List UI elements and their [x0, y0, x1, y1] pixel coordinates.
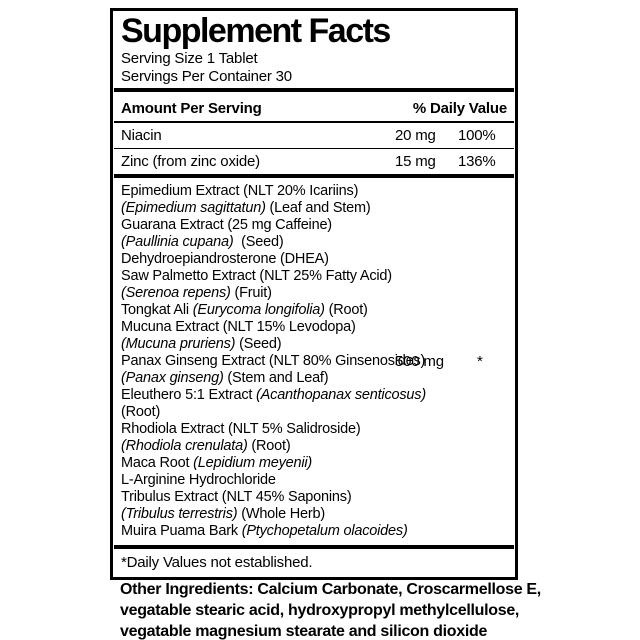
blend-line: (Rhodiola crenulata) (Root) — [121, 438, 291, 454]
amount-per-serving-header: Amount Per Serving — [121, 100, 262, 117]
blend-line: Rhodiola Extract (NLT 5% Salidroside) — [121, 421, 361, 437]
blend-line: Dehydroepiandrosterone (DHEA) — [121, 251, 329, 267]
other-ingredients-line: vegatable magnesium stearate and silicon… — [120, 623, 488, 640]
blend-line: Eleuthero 5:1 Extract (Acanthopanax sent… — [121, 387, 426, 403]
blend-daily-value-asterisk: * — [477, 353, 483, 370]
blend-line: (Mucuna pruriens) (Seed) — [121, 336, 282, 352]
other-ingredients-line: vegatable stearic acid, hydroxypropyl me… — [120, 602, 520, 619]
blend-line: Muira Puama Bark (Ptychopetalum olacoide… — [121, 523, 408, 539]
header-rule — [114, 121, 514, 123]
blend-line: Maca Root (Lepidium meyenii) — [121, 455, 313, 471]
nutrient-name: Zinc (from zinc oxide) — [121, 153, 260, 170]
thick-rule — [114, 545, 514, 549]
nutrient-amount: 20 mg — [395, 127, 436, 144]
blend-line: (Tribulus terrestris) (Whole Herb) — [121, 506, 326, 522]
daily-value-footnote: *Daily Values not established. — [121, 554, 313, 571]
nutrient-amount: 15 mg — [395, 153, 436, 170]
daily-value-header: % Daily Value — [412, 100, 507, 117]
blend-line: (Panax ginseng) (Stem and Leaf) — [121, 370, 329, 386]
blend-line: (Paullinia cupana) (Seed) — [121, 234, 284, 250]
other-ingredients: Other Ingredients: Calcium Carbonate, Cr… — [120, 579, 541, 640]
nutrient-rows: Niacin 20 mg 100% Zinc (from zinc oxide) 15 … — [114, 123, 514, 174]
blend-line: Epimedium Extract (NLT 20% Icariins) — [121, 183, 359, 199]
blend-line: Tribulus Extract (NLT 45% Saponins) — [121, 489, 352, 505]
blend-line: (Root) — [121, 404, 161, 420]
blend-line: (Serenoa repens) (Fruit) — [121, 285, 272, 301]
blend-line: L-Arginine Hydrochloride — [121, 472, 276, 488]
blend-amount: 500 mg — [395, 353, 444, 370]
blend-line: Panax Ginseng Extract (NLT 80% Ginsenosi… — [121, 353, 483, 370]
blend-section: Epimedium Extract (NLT 20% Icariins) (Epi… — [121, 178, 507, 545]
nutrient-daily-value: 100% — [458, 127, 496, 144]
blend-line: Guarana Extract (25 mg Caffeine) — [121, 217, 332, 233]
servings-per-container: Servings Per Container 30 — [121, 67, 292, 85]
blend-line: Mucuna Extract (NLT 15% Levodopa) — [121, 319, 356, 335]
thick-rule — [114, 174, 514, 178]
nutrient-daily-value: 136% — [458, 153, 496, 170]
blend-line: (Epimedium sagittatun) (Leaf and Stem) — [121, 200, 371, 216]
panel-title: Supplement Facts — [121, 12, 391, 50]
blend-line: Tongkat Ali (Eurycoma longifolia) (Root) — [121, 302, 368, 318]
column-header-row: Amount Per Serving % Daily Value — [121, 95, 507, 121]
nutrient-row: Zinc (from zinc oxide) 15 mg 136% — [121, 149, 507, 174]
nutrient-name: Niacin — [121, 127, 162, 144]
serving-size: Serving Size 1 Tablet — [121, 50, 258, 67]
other-ingredients-line: Other Ingredients: Calcium Carbonate, Cr… — [120, 581, 541, 598]
blend-line: Saw Palmetto Extract (NLT 25% Fatty Acid… — [121, 268, 392, 284]
thick-rule — [114, 88, 514, 92]
nutrient-row: Niacin 20 mg 100% — [121, 123, 507, 148]
hairline-rule — [114, 148, 514, 149]
supplement-facts-panel: Supplement Facts Serving Size 1 Tablet S… — [110, 8, 518, 580]
